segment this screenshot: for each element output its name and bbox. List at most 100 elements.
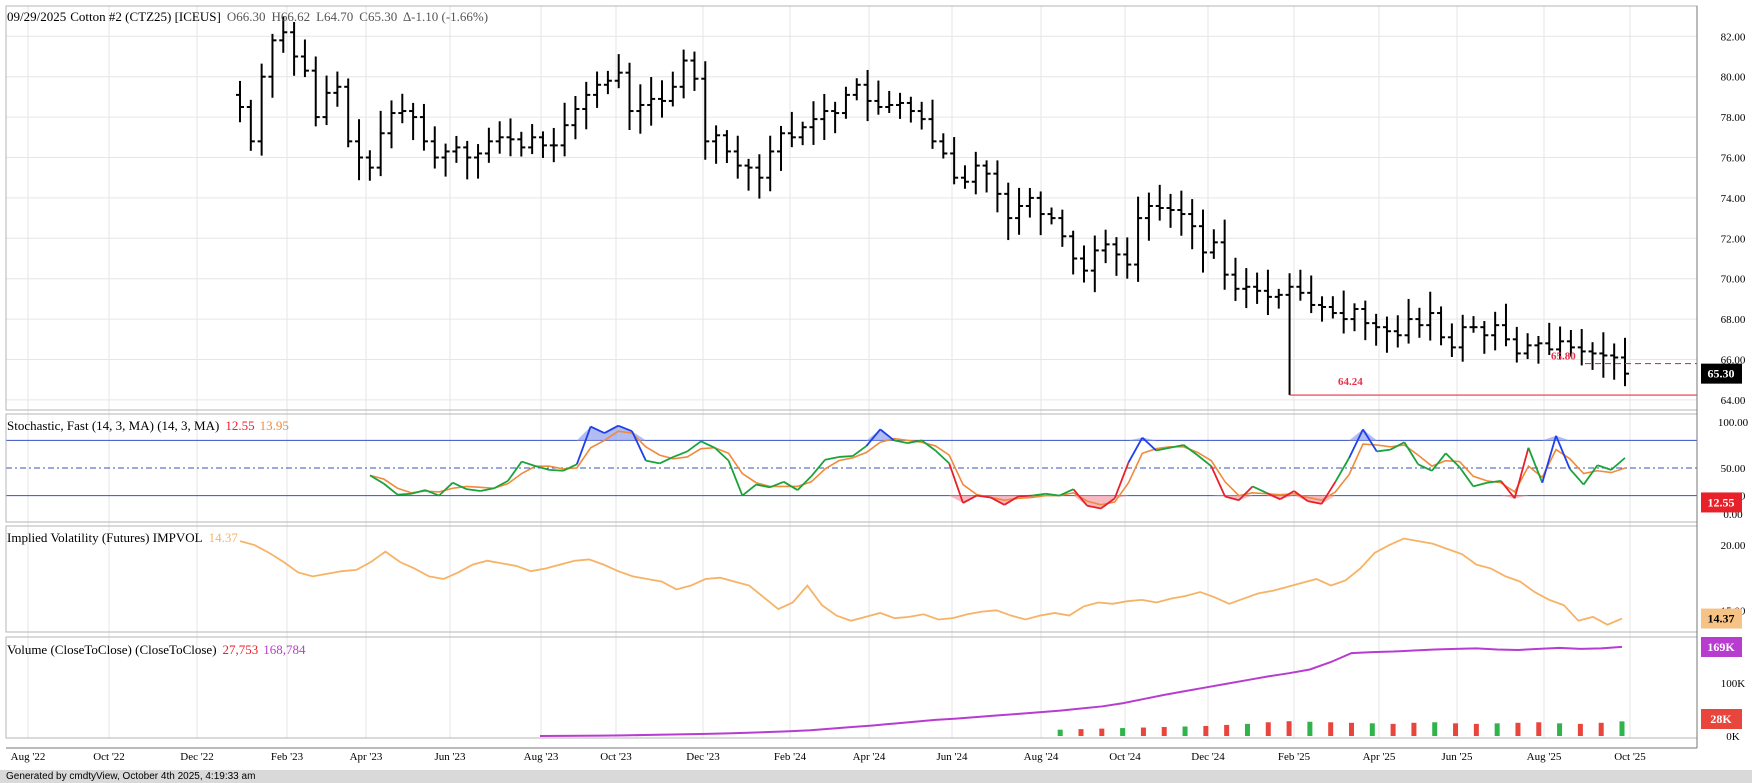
volume-bar [1140, 727, 1146, 736]
ohlc-bar [722, 130, 731, 164]
ohlc-bar [1610, 343, 1619, 380]
ohlc-bar [787, 111, 796, 148]
stochastic-k-segment [1431, 452, 1447, 472]
ohlc-bar [1469, 316, 1478, 333]
stochastic-k-segment [383, 482, 399, 496]
volume-bar [1349, 722, 1354, 736]
ohlc-bar [1372, 313, 1381, 346]
price-tick-label: 72.00 [1721, 233, 1746, 245]
stochastic-k-segment [1266, 492, 1281, 501]
header-change: ∆-1.10 (-1.66%) [403, 9, 488, 24]
ohlc-bar [1285, 273, 1294, 396]
volume-bar [1161, 727, 1167, 736]
stochastic-tick-label: 100.00 [1718, 417, 1749, 429]
ohlc-bar [1339, 290, 1348, 334]
oversold-fill [1087, 495, 1101, 509]
stochastic-k-segment [466, 488, 481, 492]
stochastic-k-segment [714, 447, 730, 462]
x-tick-label: Dec '22 [180, 751, 213, 763]
stochastic-badge: 12.55 [1701, 492, 1742, 513]
ohlc-bar [300, 39, 309, 78]
volume-tick-label: 0K [1726, 731, 1740, 743]
x-tick-label: Aug '24 [1024, 751, 1059, 763]
ohlc-bar [538, 131, 547, 158]
ohlc-bar [1036, 191, 1045, 236]
ohlc-bar [1209, 229, 1218, 259]
volume-bar [1182, 726, 1188, 736]
open-interest-line [539, 645, 1623, 737]
stochastic-k-segment [1610, 457, 1626, 471]
x-tick-label: Dec '24 [1191, 751, 1225, 763]
volume-badge-text: 28K [1710, 712, 1732, 726]
stochastic-k-segment [838, 455, 853, 458]
ohlc-bar [668, 71, 677, 107]
stochastic-k-segment [727, 460, 744, 496]
stochastic-k-segment [617, 424, 633, 433]
ohlc-bar [679, 49, 688, 99]
open-interest-value: 168,784 [263, 642, 306, 657]
impvol-badge: 14.37 [1701, 608, 1742, 629]
stochastic-k-segment [576, 426, 592, 465]
ohlc-bar [831, 101, 840, 134]
volume-bar [1265, 722, 1271, 736]
ohlc-bar [484, 127, 493, 163]
ohlc-bar [701, 61, 710, 160]
stochastic-k-segment [1072, 488, 1088, 507]
panel-frames [5, 5, 1698, 749]
ohlc-bar [474, 144, 483, 179]
volume-bar [1286, 721, 1292, 736]
ohlc-bar [387, 100, 396, 149]
level-annotation: 65.80 [1551, 351, 1576, 363]
oversold-fill [1500, 495, 1515, 499]
stochastic-k-segment [1279, 490, 1295, 501]
volume-bar [1598, 722, 1604, 736]
volume-bar [1557, 723, 1563, 736]
volume-bar [1224, 724, 1230, 736]
ohlc-bar [1361, 300, 1370, 341]
stochastic-k-segment [755, 483, 771, 489]
volume-bar [1244, 723, 1250, 736]
footer: Generated by cmdtyView, October 4th 2025… [0, 770, 1752, 783]
price-badge: 65.30 [1701, 363, 1742, 384]
ohlc-bar [430, 126, 439, 169]
ohlc-bar [733, 135, 742, 179]
ohlc-bar [928, 99, 937, 149]
impvol-value: 14.37 [209, 530, 239, 545]
stochastic-k-segment [424, 489, 440, 497]
ohlc-bar [593, 71, 602, 108]
ohlc-bar [322, 75, 331, 126]
volume-bar [1453, 723, 1459, 736]
volume-plot [539, 645, 1625, 737]
stochastic-badge-text: 12.55 [1708, 495, 1735, 509]
ohlc-bar [333, 71, 342, 107]
stochastic-k-segment [507, 461, 523, 482]
volume-bar [1099, 728, 1105, 736]
ohlc-bar [1556, 326, 1565, 360]
header-low: L64.70 [316, 9, 353, 24]
stochastic-k-segment [783, 481, 798, 491]
x-tick-label: Feb '24 [774, 751, 807, 763]
stochastic-k-segment [590, 425, 605, 434]
ohlc-bar [398, 93, 407, 124]
x-tick-label: Oct '22 [93, 751, 125, 763]
ohlc-bar [409, 102, 418, 141]
oversold-fill [1514, 495, 1529, 499]
price-tick-label: 70.00 [1721, 274, 1746, 286]
volume-title: Volume (CloseToClose) (CloseToClose) 27,7… [7, 642, 306, 657]
stochastic-k-segment [1445, 452, 1461, 468]
stochastic-k-segment [686, 440, 702, 453]
x-tick-label: Oct '23 [600, 751, 632, 763]
stochastic-k-segment [879, 428, 895, 442]
ohlc-bar [841, 86, 850, 119]
ohlc-bar [614, 54, 623, 89]
volume-bar [1577, 723, 1583, 736]
ohlc-bar [1155, 184, 1164, 221]
impvol-line [239, 537, 1623, 626]
x-tick-label: Feb '25 [1278, 751, 1311, 763]
volume-bar [1411, 722, 1417, 736]
x-tick-label: Aug '23 [524, 751, 559, 763]
price-tick-label: 74.00 [1721, 193, 1746, 205]
stochastic-k-segment [1473, 481, 1488, 488]
stochastic-k-segment [438, 482, 454, 497]
